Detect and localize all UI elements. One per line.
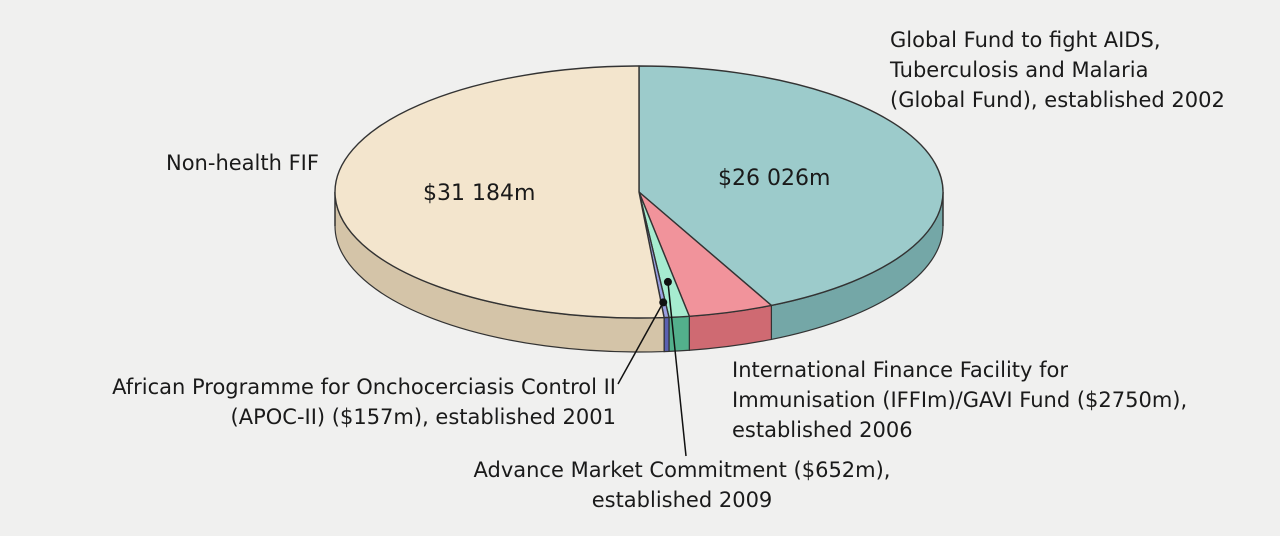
label-amc: Advance Market Commitment ($652m), estab… [473,458,891,512]
label-global-fund: Global Fund to fight AIDS, Tuberculosis … [890,28,1225,112]
label-apoc: African Programme for Onchocerciasis Con… [112,375,616,429]
leader-line-apoc [617,302,664,385]
leader-line-amc [667,281,687,457]
pie-side-african-programme-for-onchocer [663,316,670,353]
pie-slice-global-fund-to-fight-aids-tube [638,65,944,307]
value-label-global-fund: $26 026m [718,166,831,191]
pie-slice-non-health-fif [334,65,665,319]
label-non-health-fif: Non-health FIF [166,151,319,175]
value-label-non-health: $31 184m [423,181,536,206]
label-iffim: International Finance Facility for Immun… [732,358,1188,442]
